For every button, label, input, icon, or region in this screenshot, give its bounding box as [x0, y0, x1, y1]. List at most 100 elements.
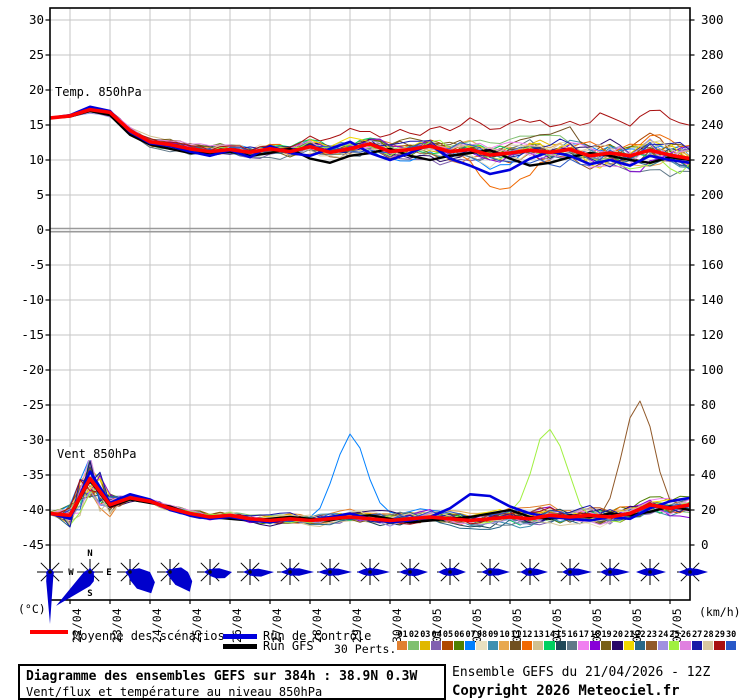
wind-rose	[197, 559, 232, 585]
pert-number: 19	[601, 630, 612, 640]
copyright-text: Copyright 2026 Meteociel.fr	[452, 683, 680, 699]
wind-rose	[237, 559, 274, 585]
pert-number: 02	[408, 630, 420, 640]
legend-mean-label: Moyenne des scénarios	[73, 629, 225, 643]
temp-panel-label: Temp. 850hPa	[55, 85, 142, 99]
pert-color-swatch	[623, 641, 634, 650]
perturbation-swatches-row	[397, 641, 737, 650]
pert-color-swatch	[510, 641, 521, 650]
wind-rose-polygon	[318, 568, 352, 576]
y-right-tick-label: 0	[701, 537, 709, 552]
pert-color-swatch	[419, 641, 431, 650]
pert-color-swatch	[544, 641, 555, 650]
pert-color-swatch	[680, 641, 691, 650]
pert-number: 03	[420, 630, 431, 640]
y-axis-labels: 30 25 20 15 10 5 0 -5 -10 -15 -20 -25 -30 -35 -40 -45 30…	[21, 12, 723, 552]
wind-rose-polygon	[243, 568, 274, 577]
mean-line-swatch	[30, 630, 68, 634]
wind-rose	[477, 559, 510, 585]
ensemble-curves	[50, 105, 690, 530]
plot-border	[49, 7, 691, 601]
y-right-tick-label: 160	[701, 257, 724, 272]
compass-letter: S	[87, 589, 92, 599]
pert-color-swatch	[476, 641, 487, 650]
y-left-tick-label: -25	[21, 397, 44, 412]
wind-panel-label: Vent 850hPa	[57, 447, 136, 461]
pert-number: 22	[635, 630, 646, 640]
pert-color-swatch	[691, 641, 702, 650]
wind-rose	[597, 559, 630, 585]
wind-rose-polygon	[165, 567, 193, 592]
wind-rose-polygon	[562, 568, 592, 576]
wind-rose-polygon	[280, 567, 314, 576]
y-right-tick-label: 60	[701, 432, 716, 447]
pert-color-swatch	[430, 641, 442, 650]
chart-canvas: 30 25 20 15 10 5 0 -5 -10 -15 -20 -25 -30 -35 -40 -45 30…	[21, 7, 724, 643]
y-right-tick-label: 220	[701, 152, 724, 167]
diagram-title: Diagramme des ensembles GEFS sur 384h : …	[26, 669, 418, 684]
wind-rose-polygon	[357, 567, 390, 576]
pert-number: 01	[397, 630, 408, 640]
compass-letter: W	[68, 568, 74, 578]
pert-color-swatch	[646, 641, 657, 650]
pert-color-swatch	[668, 641, 680, 650]
wind-mean-line	[50, 476, 690, 523]
perturbation-numbers-row: 01 02 03 04 05 06 07 08 09 10 11 12 13 14 15 16 17 18 19 20…	[397, 630, 737, 640]
y-left-tick-label: -5	[29, 257, 44, 272]
x-axis-label: 24/04	[150, 608, 164, 643]
x-axis-labels: 22/04 23/04 24/04 25/04 26/04 27/04 28/04 29/04…	[69, 600, 684, 643]
wind-rose	[117, 559, 155, 594]
x-axis-label: 27/04	[270, 608, 284, 643]
pert-color-swatch	[566, 641, 578, 650]
wind-rose-polygon	[399, 568, 428, 577]
compass-letter: N	[87, 549, 92, 559]
pert-number: 15	[556, 630, 567, 640]
legend-control-label: Run de contrôle	[263, 629, 372, 643]
x-axis-label: 30/04	[390, 608, 404, 643]
pert-number: 20	[612, 630, 624, 640]
control-line-swatch	[223, 634, 257, 639]
wind-rose-polygon	[125, 568, 155, 594]
pert-color-swatch	[578, 641, 589, 650]
pert-number: 25	[669, 630, 680, 640]
pert-number: 29	[714, 630, 725, 640]
wind-rose-polygon	[46, 568, 54, 624]
pert-color-swatch	[498, 641, 510, 650]
x-axis-label: 05/05	[590, 608, 604, 643]
y-right-tick-label: 20	[701, 502, 716, 517]
wind-member-line	[50, 400, 690, 524]
pert-number: 09	[488, 630, 499, 640]
y-left-tick-label: -40	[21, 502, 44, 517]
y-left-tick-label: 20	[29, 82, 44, 97]
pert-color-swatch	[555, 641, 566, 650]
wind-rose-polygon	[520, 567, 548, 576]
pert-number: 26	[680, 630, 691, 640]
pert-number: 12	[522, 630, 533, 640]
y-right-tick-label: 100	[701, 362, 724, 377]
pert-color-swatch	[657, 641, 668, 650]
pert-color-swatch	[521, 641, 532, 650]
pert-color-swatch	[714, 641, 725, 650]
y-left-tick-label: -35	[21, 467, 44, 482]
y-left-tick-label: -15	[21, 327, 44, 342]
pert-number: 11	[510, 630, 522, 640]
y-left-tick-label: -20	[21, 362, 44, 377]
x-axis-label: 07/05	[670, 608, 684, 643]
y-right-tick-label: 180	[701, 222, 724, 237]
pert-number: 10	[499, 630, 510, 640]
pert-number: 21	[624, 630, 635, 640]
panel-labels: Temp. 850hPa Vent 850hPa	[53, 85, 143, 461]
y-left-tick-label: 10	[29, 152, 44, 167]
pert-number: 04	[431, 630, 442, 640]
y-right-tick-label: 80	[701, 397, 716, 412]
wind-rose-polygon	[678, 567, 708, 576]
wind-rose	[357, 559, 390, 585]
wind-rose	[397, 559, 428, 585]
pert-color-swatch	[725, 641, 736, 650]
pert-number: 23	[646, 630, 657, 640]
wind-rose	[437, 559, 466, 585]
wind-rose	[277, 559, 314, 585]
pert-color-swatch	[702, 641, 714, 650]
x-axis-label: 01/05	[430, 608, 444, 643]
pert-number: 30	[726, 630, 737, 640]
